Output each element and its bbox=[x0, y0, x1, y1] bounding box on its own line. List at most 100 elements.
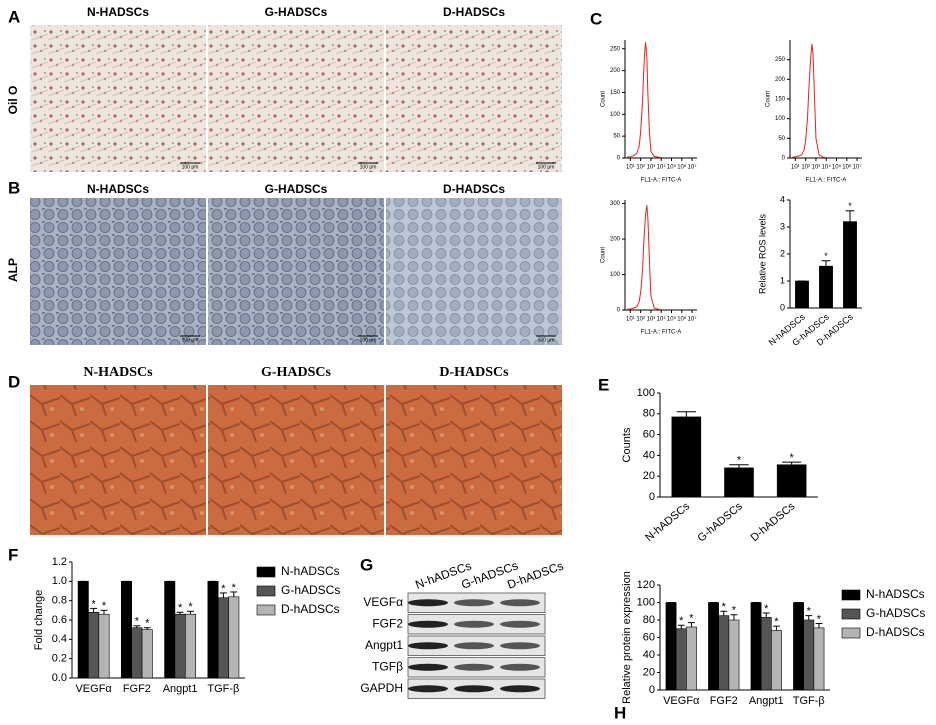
x-axis-label: FL1-A:: FITC-A bbox=[806, 178, 847, 184]
x-tick-label: D-hADSCs bbox=[749, 500, 798, 544]
bar bbox=[708, 602, 719, 691]
significance-marker: * bbox=[764, 603, 769, 615]
y-tick-label: 50 bbox=[613, 134, 620, 140]
y-axis-label: Fold change bbox=[33, 590, 45, 651]
micrograph bbox=[208, 198, 384, 345]
bar bbox=[217, 597, 229, 679]
column-header: G-HADSCs bbox=[265, 5, 328, 19]
bar bbox=[760, 617, 772, 691]
band bbox=[500, 663, 540, 671]
y-tick-label: 1 bbox=[780, 275, 785, 285]
scale-bar-label: 100 μm bbox=[360, 164, 377, 170]
scale-bar-label: 100 μm bbox=[538, 164, 555, 170]
band bbox=[408, 620, 448, 628]
band bbox=[454, 620, 494, 628]
x-tick-label: 10⁵ bbox=[832, 164, 842, 171]
legend-label: D-hADSCs bbox=[281, 602, 340, 616]
legend-swatch bbox=[841, 589, 861, 601]
x-tick-label: Angpt1 bbox=[163, 683, 198, 695]
column-header: N-HADSCs bbox=[83, 365, 153, 380]
bar bbox=[795, 280, 809, 309]
micrograph bbox=[386, 198, 562, 345]
significance-marker: * bbox=[722, 601, 727, 613]
significance-marker: * bbox=[178, 602, 183, 614]
x-tick-label: FGF2 bbox=[123, 683, 151, 695]
x-tick-label: 10² bbox=[636, 317, 645, 323]
band bbox=[500, 620, 540, 628]
bar bbox=[718, 615, 730, 691]
column-header: G-HADSCs bbox=[265, 182, 328, 196]
micrograph bbox=[208, 385, 384, 535]
bar bbox=[728, 619, 740, 691]
bar bbox=[164, 581, 176, 679]
bar bbox=[843, 221, 857, 309]
y-tick-label: 0 bbox=[780, 302, 785, 312]
legend-swatch bbox=[841, 608, 861, 620]
legend-label: G-hADSCs bbox=[281, 583, 340, 597]
x-tick-label: N-hADSCs bbox=[643, 500, 692, 544]
scale-bar-label: 100 μm bbox=[182, 337, 199, 343]
y-tick-label: 80 bbox=[643, 614, 655, 626]
row-label: VEGFα bbox=[363, 595, 403, 609]
x-axis-label: FL1-A:: FITC-A bbox=[641, 178, 682, 184]
x-tick-label: FGF2 bbox=[710, 695, 738, 707]
y-tick-label: 0 bbox=[649, 491, 655, 503]
y-tick-label: 0.0 bbox=[52, 672, 67, 684]
y-tick-label: 40 bbox=[643, 449, 655, 461]
panel-label: B bbox=[8, 178, 20, 197]
x-tick-label: 10³ bbox=[647, 317, 656, 323]
x-tick-label: 10² bbox=[636, 165, 645, 171]
histogram-line bbox=[627, 205, 662, 311]
x-tick-label: 10⁴ bbox=[822, 164, 832, 171]
y-tick-label: 0.4 bbox=[52, 633, 67, 645]
micrograph bbox=[208, 25, 384, 172]
panel-label: G bbox=[360, 555, 373, 574]
row-label: Oil O bbox=[6, 86, 20, 115]
panel-label: E bbox=[598, 375, 609, 394]
y-tick-label: 0 bbox=[782, 156, 786, 162]
bar bbox=[793, 602, 804, 691]
x-tick-label: 10² bbox=[801, 165, 810, 171]
band bbox=[408, 685, 448, 693]
y-tick-label: 4 bbox=[780, 194, 785, 204]
y-tick-label: 0.2 bbox=[52, 653, 67, 665]
significance-marker: * bbox=[848, 201, 852, 211]
bar bbox=[750, 602, 762, 691]
band bbox=[500, 599, 540, 607]
significance-marker: * bbox=[732, 605, 737, 617]
scale-bar-label: 100 μm bbox=[360, 337, 377, 343]
y-tick-label: 60 bbox=[643, 429, 655, 441]
y-tick-label: 150 bbox=[775, 97, 786, 103]
y-axis-label: Count bbox=[601, 91, 607, 107]
y-tick-label: 1.2 bbox=[52, 556, 67, 568]
x-tick-label: 10⁶ bbox=[842, 164, 852, 171]
y-tick-label: 100 bbox=[775, 116, 786, 122]
panel-label: A bbox=[8, 7, 20, 26]
x-tick-label: VEGFα bbox=[663, 695, 700, 707]
western-blot: N-hADSCsG-hADSCsD-hADSCsVEGFαFGF2Angpt1T… bbox=[360, 558, 565, 699]
significance-marker: * bbox=[737, 455, 742, 467]
micrograph bbox=[30, 25, 206, 172]
micrograph bbox=[30, 198, 206, 345]
x-tick-label: 10⁵ bbox=[667, 164, 677, 171]
significance-marker: * bbox=[689, 613, 694, 625]
band bbox=[408, 642, 448, 650]
significance-marker: * bbox=[135, 616, 140, 628]
band bbox=[408, 663, 448, 671]
x-tick-label: 10⁴ bbox=[657, 316, 667, 323]
significance-marker: * bbox=[807, 606, 812, 618]
significance-marker: * bbox=[790, 452, 795, 464]
band bbox=[408, 599, 448, 607]
y-axis-label: Counts bbox=[621, 427, 633, 462]
y-tick-label: 100 bbox=[610, 112, 621, 118]
bar bbox=[185, 613, 196, 679]
row-label: TGFβ bbox=[372, 659, 403, 673]
y-tick-label: 0 bbox=[617, 308, 621, 314]
bar bbox=[675, 628, 687, 691]
band bbox=[454, 685, 494, 693]
bar bbox=[88, 611, 100, 679]
y-tick-label: 250 bbox=[610, 46, 621, 52]
x-tick-label: VEGFα bbox=[75, 683, 112, 695]
x-tick-label: 10⁵ bbox=[667, 316, 677, 323]
bar bbox=[131, 627, 143, 679]
